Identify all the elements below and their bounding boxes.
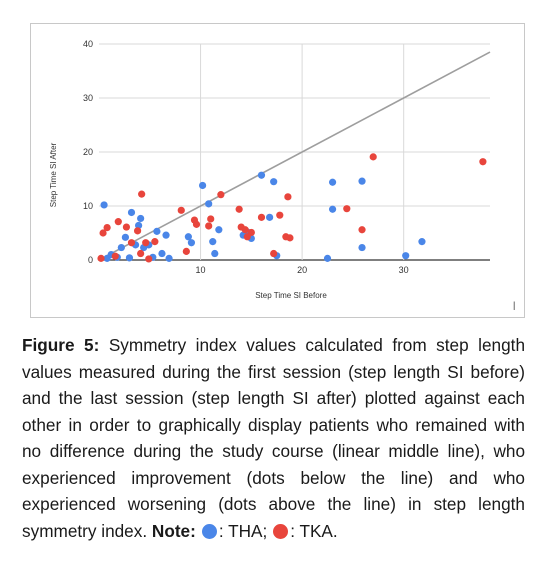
tha-point bbox=[100, 201, 108, 209]
figure-caption: Figure 5: Symmetry index values calculat… bbox=[22, 332, 525, 544]
caption-text: Symmetry index values calculated from st… bbox=[22, 335, 526, 541]
tha-legend-label: : THA; bbox=[218, 520, 268, 541]
tha-point bbox=[323, 254, 332, 262]
tha-point bbox=[358, 177, 366, 185]
scatter-chart: 0 10 20 30 40 10 20 30 Step Time SI Before Step… bbox=[49, 39, 515, 310]
note-label: Note: bbox=[151, 520, 196, 541]
x-tick-label: 20 bbox=[297, 265, 307, 275]
tha-point bbox=[184, 233, 192, 241]
y-axis-title: Step Time SI After bbox=[49, 142, 58, 207]
tka-point bbox=[99, 229, 107, 237]
tha-point bbox=[187, 239, 196, 247]
tka-point bbox=[127, 239, 136, 247]
x-tick-label: 30 bbox=[399, 265, 409, 275]
frame-mark: | bbox=[513, 300, 515, 310]
tka-point bbox=[137, 249, 145, 258]
tka-point bbox=[142, 239, 150, 247]
y-tick-label: 40 bbox=[83, 39, 93, 49]
x-tick-label: 10 bbox=[196, 265, 206, 275]
tha-point bbox=[205, 200, 213, 208]
tha-point bbox=[165, 254, 173, 262]
tha-point bbox=[266, 213, 274, 221]
tha-point bbox=[158, 249, 166, 258]
tha-point bbox=[418, 238, 426, 246]
tha-point bbox=[209, 238, 217, 246]
tka-point bbox=[207, 215, 215, 223]
tka-point bbox=[257, 213, 266, 221]
tha-point bbox=[257, 171, 266, 179]
tka-legend-label: : TKA. bbox=[290, 520, 338, 541]
tha-point bbox=[328, 205, 337, 213]
tka-point bbox=[138, 190, 146, 198]
y-tick-label: 0 bbox=[88, 255, 93, 265]
chart-frame: 0 10 20 30 40 10 20 30 Step Time SI Before Step… bbox=[30, 23, 525, 318]
tick-labels: 0 10 20 30 40 10 20 30 bbox=[83, 39, 409, 275]
tha-point bbox=[270, 178, 278, 186]
identity-line bbox=[98, 51, 491, 261]
tka-point bbox=[276, 211, 284, 219]
tka-point bbox=[111, 252, 119, 260]
tka-point bbox=[286, 234, 294, 242]
tka-point bbox=[177, 206, 185, 214]
tha-point bbox=[153, 227, 161, 235]
tka-point bbox=[114, 218, 122, 226]
tha-point bbox=[211, 249, 219, 258]
tka-point bbox=[122, 223, 131, 231]
tka-point bbox=[479, 158, 487, 166]
tka-point bbox=[192, 220, 201, 228]
tka-point bbox=[151, 238, 159, 246]
tha-point bbox=[125, 254, 134, 262]
tka-point bbox=[343, 205, 351, 213]
y-tick-label: 20 bbox=[83, 147, 93, 157]
tka-point bbox=[217, 191, 225, 199]
data-points bbox=[97, 153, 487, 263]
tha-point bbox=[127, 208, 136, 217]
tha-point bbox=[117, 243, 125, 252]
tha-point bbox=[215, 226, 223, 234]
tka-point bbox=[284, 193, 292, 201]
tha-point bbox=[328, 178, 337, 186]
tka-point bbox=[133, 227, 142, 235]
tha-point bbox=[402, 252, 410, 260]
tka-point bbox=[270, 249, 278, 258]
tha-point bbox=[358, 243, 366, 252]
x-axis-title: Step Time SI Before bbox=[255, 291, 327, 300]
figure-label: Figure 5: bbox=[22, 335, 100, 355]
tka-point bbox=[358, 226, 366, 234]
y-tick-label: 10 bbox=[83, 201, 93, 211]
identity-line-layer bbox=[98, 51, 491, 261]
grid-lines bbox=[99, 43, 490, 261]
tka-point bbox=[97, 254, 105, 262]
tka-point bbox=[205, 222, 213, 230]
tka-point bbox=[103, 224, 111, 232]
tha-point bbox=[162, 231, 170, 239]
tha-point bbox=[121, 233, 130, 241]
tka-point bbox=[247, 228, 255, 237]
tha-point bbox=[135, 221, 143, 230]
tka-point bbox=[235, 205, 243, 213]
tka-point bbox=[241, 226, 249, 234]
tka-point bbox=[369, 153, 377, 161]
tha-point bbox=[198, 181, 207, 190]
y-tick-label: 30 bbox=[83, 93, 93, 103]
tka-legend-dot bbox=[273, 523, 289, 539]
tka-point bbox=[182, 247, 190, 255]
tha-legend-dot bbox=[201, 523, 217, 539]
tha-point bbox=[137, 214, 145, 223]
tka-point bbox=[145, 255, 153, 263]
